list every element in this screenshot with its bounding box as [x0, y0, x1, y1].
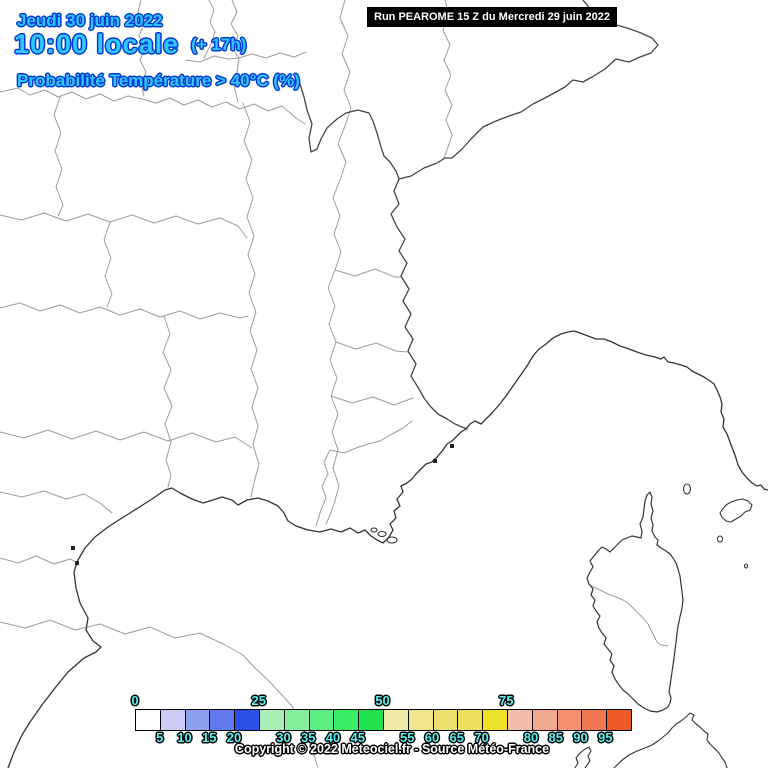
legend-cell-5: [160, 710, 186, 730]
legend-cell-55: [408, 710, 434, 730]
legend-cell-40: [334, 710, 360, 730]
legend-tick-75: 75: [499, 693, 514, 708]
legend-cell-0: [136, 710, 161, 730]
legend-tick-60: 60: [424, 730, 440, 745]
legend-tick-20: 20: [226, 730, 242, 745]
legend-tick-0: 0: [131, 693, 139, 708]
legend-cell-20: [235, 710, 260, 730]
town-markers: [71, 444, 454, 565]
legend-tick-80: 80: [523, 730, 539, 745]
legend-tick-55: 55: [400, 730, 415, 745]
legend-tick-15: 15: [202, 730, 217, 745]
legend-tick-65: 65: [449, 730, 464, 745]
time-offset-label: (+ 17h): [191, 35, 247, 54]
legend-tick-95: 95: [598, 730, 613, 745]
legend-cell-85: [557, 710, 583, 730]
legend-cell-80: [532, 710, 558, 730]
legend-cell-25: [259, 710, 285, 730]
national-border: [295, 0, 659, 430]
parameter-title: Probabilité Température > 40°C (%): [17, 71, 300, 90]
legend-tick-50: 50: [375, 693, 390, 708]
legend-tick-30: 30: [276, 730, 291, 745]
legend-cell-70: [483, 710, 508, 730]
legend-cell-45: [359, 710, 384, 730]
legend-tick-10: 10: [177, 730, 192, 745]
corsica-outline: [586, 491, 684, 713]
legend-tick-70: 70: [474, 730, 489, 745]
legend-cell-10: [185, 710, 211, 730]
department-boundaries: [0, 0, 669, 768]
legend-cell-35: [309, 710, 335, 730]
date-label: Jeudi 30 juin 2022: [17, 11, 163, 30]
legend-cell-75: [507, 710, 533, 730]
legend-cell-50: [383, 710, 409, 730]
legend-tick-35: 35: [301, 730, 316, 745]
run-info-box: Run PEAROME 15 Z du Mercredi 29 juin 202…: [367, 7, 617, 27]
legend-cell-30: [284, 710, 310, 730]
copyright-label: Copyright © 2022 Meteociel.fr - Source M…: [234, 742, 550, 756]
legend-cell-60: [433, 710, 459, 730]
time-value: 10:00 locale: [14, 29, 180, 59]
islands: [370, 483, 753, 768]
legend-tick-5: 5: [156, 730, 164, 745]
legend-tick-90: 90: [573, 730, 588, 745]
legend-tick-85: 85: [548, 730, 563, 745]
coastline: [7, 330, 768, 768]
legend-cell-65: [458, 710, 484, 730]
legend-tick-25: 25: [251, 693, 266, 708]
legend-cell-90: [582, 710, 608, 730]
time-label: 10:00 locale (+ 17h): [14, 29, 246, 60]
legend-tick-45: 45: [350, 730, 365, 745]
legend-cell-15: [210, 710, 236, 730]
legend-cell-95: [607, 710, 631, 730]
legend-color-bar: [135, 709, 632, 731]
legend-tick-40: 40: [325, 730, 341, 745]
